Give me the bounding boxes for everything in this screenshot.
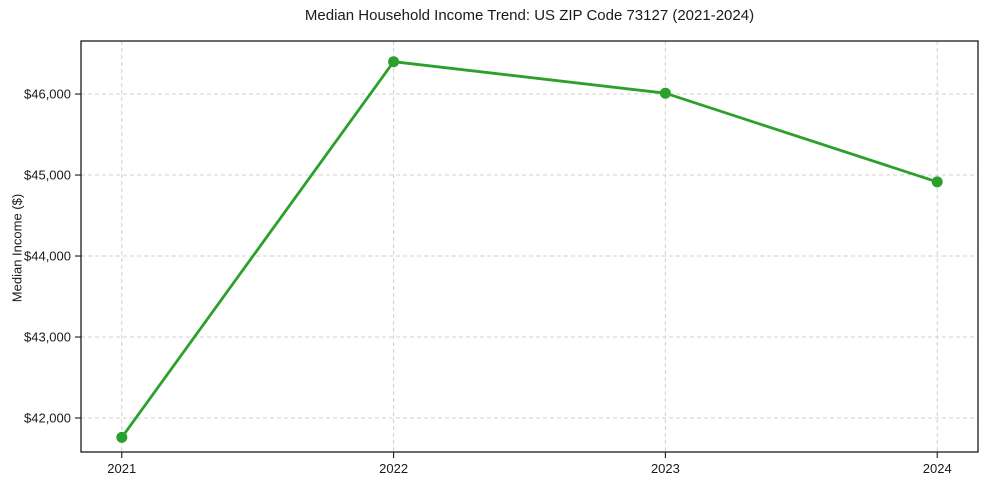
x-tick-label: 2022: [379, 461, 408, 476]
y-tick-label: $46,000: [24, 87, 71, 102]
data-point: [388, 56, 400, 68]
x-tick-label: 2024: [923, 461, 952, 476]
y-axis-label: Median Income ($): [9, 193, 25, 303]
data-line: [120, 60, 939, 439]
x-tick-label: 2023: [651, 461, 680, 476]
data-point: [116, 431, 128, 443]
plot-border: [80, 40, 979, 453]
data-point: [931, 176, 943, 188]
data-point: [659, 87, 671, 99]
x-tick-label: 2021: [107, 461, 136, 476]
y-tick-label: $43,000: [24, 330, 71, 345]
chart-title: Median Household Income Trend: US ZIP Co…: [304, 7, 755, 24]
y-tick-label: $45,000: [24, 168, 71, 183]
y-tick-label: $42,000: [24, 410, 71, 425]
y-tick-label: $44,000: [24, 249, 71, 264]
